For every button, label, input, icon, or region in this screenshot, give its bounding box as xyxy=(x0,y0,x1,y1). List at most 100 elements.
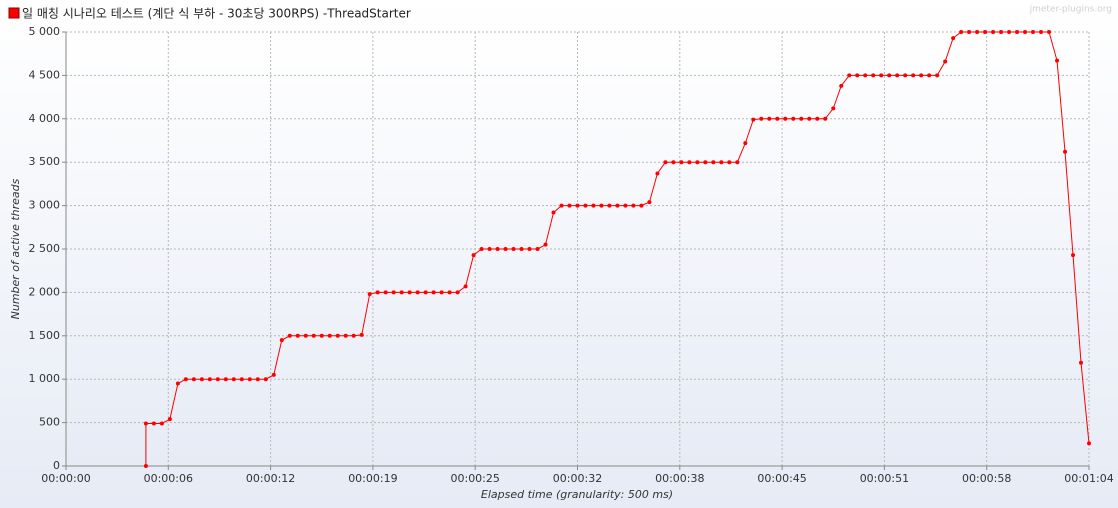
data-point xyxy=(671,160,676,165)
data-point xyxy=(543,242,548,247)
data-point xyxy=(567,203,572,208)
data-point xyxy=(255,377,260,382)
data-point xyxy=(639,203,644,208)
data-point xyxy=(327,333,332,338)
data-point xyxy=(359,332,364,337)
data-point xyxy=(167,417,172,422)
data-point xyxy=(391,290,396,295)
data-point xyxy=(207,377,212,382)
data-point xyxy=(631,203,636,208)
y-tick-label: 5 000 xyxy=(29,25,61,38)
data-point xyxy=(1031,30,1036,34)
data-point xyxy=(719,160,724,165)
data-point xyxy=(887,73,892,78)
y-axis-label: Number of active threads xyxy=(9,178,22,319)
data-point xyxy=(991,30,996,34)
data-point xyxy=(183,377,188,382)
data-point xyxy=(615,203,620,208)
data-point xyxy=(959,30,964,34)
legend-swatch xyxy=(8,7,20,19)
data-point xyxy=(511,247,516,251)
data-point xyxy=(191,377,196,382)
data-point xyxy=(1055,58,1060,63)
data-point xyxy=(703,160,708,165)
data-point xyxy=(695,160,700,165)
data-point xyxy=(287,333,292,338)
data-point xyxy=(879,73,884,78)
data-point xyxy=(463,284,468,289)
data-point xyxy=(303,333,308,338)
data-point xyxy=(943,59,948,64)
data-point xyxy=(335,333,340,338)
data-point xyxy=(495,247,500,251)
data-point xyxy=(223,377,228,382)
y-tick-label: 500 xyxy=(39,416,60,429)
data-point xyxy=(919,73,924,78)
data-point xyxy=(231,377,236,382)
data-point xyxy=(1023,30,1028,34)
data-point xyxy=(935,73,940,78)
data-point xyxy=(663,160,668,165)
data-point xyxy=(175,381,180,386)
data-point xyxy=(743,141,748,146)
data-point xyxy=(791,116,796,121)
data-point xyxy=(839,83,844,88)
data-point xyxy=(479,247,484,251)
data-point xyxy=(151,421,156,426)
data-point xyxy=(551,210,556,215)
data-point xyxy=(1071,253,1076,258)
data-point xyxy=(423,290,428,295)
data-point xyxy=(159,421,164,426)
y-tick-label: 1 500 xyxy=(29,329,61,342)
x-tick-label: 00:00:00 xyxy=(41,472,90,485)
data-point xyxy=(1047,30,1052,34)
data-point xyxy=(911,73,916,78)
y-tick-label: 4 500 xyxy=(29,68,61,81)
data-point xyxy=(647,200,652,205)
data-point xyxy=(927,73,932,78)
data-point xyxy=(1007,30,1012,34)
data-point xyxy=(383,290,388,295)
data-point xyxy=(599,203,604,208)
data-point xyxy=(1087,441,1091,446)
data-point xyxy=(399,290,404,295)
data-point xyxy=(967,30,972,34)
data-point xyxy=(431,290,436,295)
data-point xyxy=(807,116,812,121)
data-point xyxy=(815,116,820,121)
x-tick-label: 00:00:45 xyxy=(757,472,806,485)
data-point xyxy=(319,333,324,338)
data-point xyxy=(903,73,908,78)
data-point xyxy=(295,333,300,338)
data-point xyxy=(727,160,732,165)
data-point xyxy=(487,247,492,251)
data-point xyxy=(343,333,348,338)
data-point xyxy=(855,73,860,78)
data-point xyxy=(735,160,740,165)
data-point xyxy=(999,30,1004,34)
data-point xyxy=(407,290,412,295)
data-point xyxy=(215,377,220,382)
data-point xyxy=(575,203,580,208)
y-tick-label: 2 500 xyxy=(29,242,61,255)
x-tick-label: 00:00:38 xyxy=(655,472,704,485)
data-point xyxy=(519,247,524,251)
data-point xyxy=(759,116,764,121)
y-tick-label: 1 000 xyxy=(29,372,61,385)
y-tick-label: 3 500 xyxy=(29,155,61,168)
x-axis-label: Elapsed time (granularity: 500 ms) xyxy=(481,488,673,501)
x-tick-label: 00:00:58 xyxy=(962,472,1011,485)
data-point xyxy=(455,290,460,295)
data-point xyxy=(143,421,148,426)
x-tick-label: 00:00:25 xyxy=(450,472,499,485)
data-point xyxy=(687,160,692,165)
data-point xyxy=(271,372,276,377)
data-point xyxy=(775,116,780,121)
data-point xyxy=(863,73,868,78)
data-point xyxy=(871,73,876,78)
data-point xyxy=(239,377,244,382)
data-point xyxy=(247,377,252,382)
data-point xyxy=(655,171,660,176)
data-point xyxy=(679,160,684,165)
